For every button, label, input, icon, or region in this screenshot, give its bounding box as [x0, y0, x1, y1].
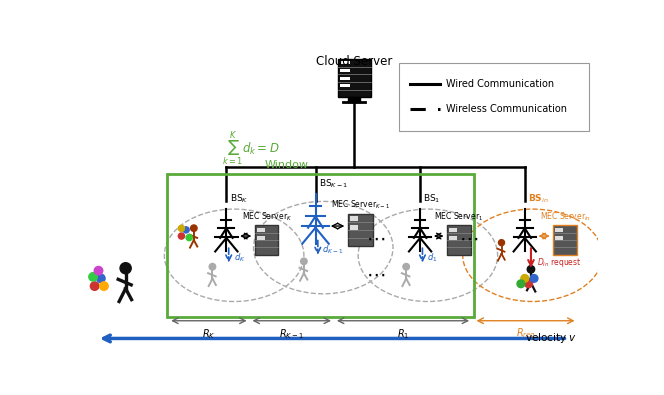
Circle shape: [517, 280, 525, 288]
Text: MEC Server$_{K-1}$: MEC Server$_{K-1}$: [331, 198, 390, 211]
Text: BS$_1$: BS$_1$: [423, 193, 441, 205]
Circle shape: [120, 263, 131, 274]
Circle shape: [301, 258, 307, 265]
Bar: [339, 61, 351, 64]
Bar: [399, 63, 589, 131]
Bar: [338, 59, 371, 98]
Text: $R_{K-1}$: $R_{K-1}$: [279, 327, 304, 341]
Text: $\cdots$: $\cdots$: [459, 229, 478, 248]
Bar: [256, 228, 265, 232]
Text: Window: Window: [265, 160, 309, 170]
Circle shape: [186, 235, 193, 241]
Bar: [555, 228, 563, 232]
Circle shape: [96, 274, 105, 283]
Bar: [348, 98, 361, 102]
Circle shape: [525, 280, 533, 288]
Text: Wired Communication: Wired Communication: [446, 79, 554, 89]
Text: MEC Server$_K$: MEC Server$_K$: [242, 211, 291, 223]
Text: $\cdots$: $\cdots$: [367, 229, 386, 248]
Text: $D_{in}$ request: $D_{in}$ request: [537, 256, 582, 269]
Bar: [348, 214, 373, 246]
Circle shape: [527, 265, 535, 273]
Circle shape: [179, 225, 185, 231]
Circle shape: [499, 240, 505, 246]
Text: Wireless Communication: Wireless Communication: [446, 104, 566, 114]
Text: BS$_{K-1}$: BS$_{K-1}$: [319, 177, 349, 190]
Text: $d_1$: $d_1$: [427, 251, 438, 264]
Bar: [449, 235, 457, 240]
Circle shape: [209, 263, 216, 270]
Text: velocity $v$: velocity $v$: [525, 331, 578, 346]
Bar: [555, 235, 563, 240]
Circle shape: [183, 227, 189, 233]
Bar: [350, 216, 359, 221]
Circle shape: [403, 263, 410, 270]
Text: BS$_K$: BS$_K$: [230, 193, 249, 205]
Text: $\cdots$: $\cdots$: [367, 265, 386, 284]
Text: BS$_{in}$: BS$_{in}$: [528, 193, 548, 205]
Bar: [350, 225, 359, 230]
Text: Cloud Server: Cloud Server: [316, 55, 392, 68]
Text: $R_{req}$: $R_{req}$: [516, 327, 535, 341]
Circle shape: [191, 225, 197, 231]
Circle shape: [179, 233, 185, 239]
Bar: [448, 225, 471, 254]
Text: $R_1$: $R_1$: [397, 327, 409, 341]
Bar: [339, 69, 351, 72]
Bar: [255, 225, 278, 254]
Text: MEC Server$_1$: MEC Server$_1$: [434, 211, 483, 223]
Circle shape: [521, 275, 529, 282]
Circle shape: [89, 273, 98, 281]
Text: $\sum_{k=1}^{K} d_k = D$: $\sum_{k=1}^{K} d_k = D$: [222, 130, 280, 168]
Circle shape: [90, 282, 99, 290]
Text: MEC Server$_{in}$: MEC Server$_{in}$: [540, 211, 590, 223]
Bar: [449, 228, 457, 232]
Bar: [553, 225, 576, 254]
Text: $d_K$: $d_K$: [234, 251, 246, 264]
Bar: [167, 175, 473, 317]
Bar: [339, 85, 351, 87]
Text: $d_{K-1}$: $d_{K-1}$: [323, 244, 344, 256]
Text: $R_K$: $R_K$: [202, 327, 216, 341]
Circle shape: [94, 267, 103, 275]
Bar: [256, 235, 265, 240]
Circle shape: [530, 275, 538, 282]
Circle shape: [100, 282, 108, 290]
Bar: [339, 77, 351, 80]
